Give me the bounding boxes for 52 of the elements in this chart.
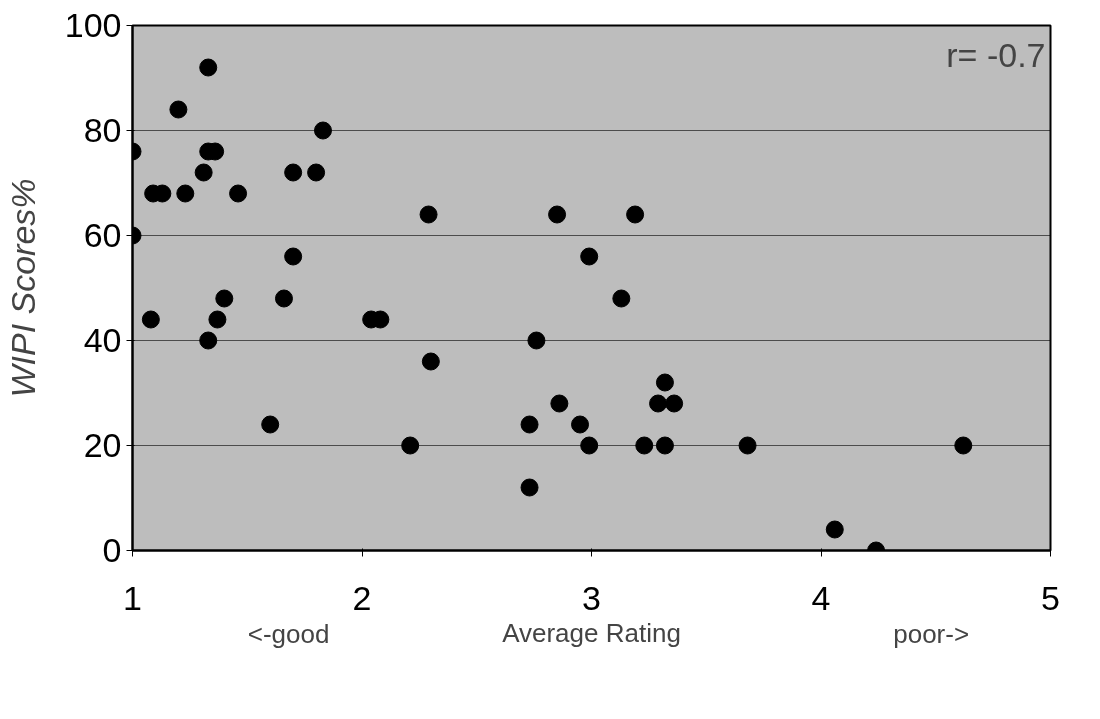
point — [635, 436, 654, 455]
y-tick-label: 80 — [83, 111, 122, 149]
y-tick-label: 40 — [83, 321, 122, 359]
point — [284, 163, 303, 182]
y-tick-label: 0 — [102, 531, 122, 569]
point — [215, 289, 234, 308]
point — [194, 163, 213, 182]
point — [550, 394, 569, 413]
point — [313, 121, 332, 140]
point — [261, 415, 280, 434]
x-tick-label: 4 — [811, 578, 831, 617]
point — [199, 331, 218, 350]
point — [421, 352, 440, 371]
point — [649, 394, 668, 413]
point — [141, 310, 160, 329]
point — [284, 247, 303, 266]
y-tick-label: 100 — [64, 6, 122, 44]
point — [580, 436, 599, 455]
point — [571, 415, 590, 434]
point — [274, 289, 293, 308]
point — [307, 163, 326, 182]
point — [176, 184, 195, 203]
point — [580, 247, 599, 266]
point — [401, 436, 420, 455]
x-axis-title: Average Rating — [502, 617, 681, 648]
point — [655, 373, 674, 392]
annotation: r= -0.7 — [946, 35, 1046, 74]
point — [208, 310, 227, 329]
point — [954, 436, 973, 455]
x-tick-label: 2 — [352, 578, 372, 617]
point — [655, 436, 674, 455]
point — [169, 100, 188, 119]
point — [527, 331, 546, 350]
point — [229, 184, 248, 203]
x-tick-label: 3 — [582, 578, 601, 617]
point — [825, 520, 844, 539]
point — [419, 205, 438, 224]
y-tick-label: 20 — [83, 426, 122, 464]
point — [626, 205, 645, 224]
text: poor-> — [893, 618, 970, 649]
point — [199, 58, 218, 77]
point — [520, 478, 539, 497]
point — [548, 205, 567, 224]
point — [520, 415, 539, 434]
x-tick-label: 1 — [123, 578, 142, 617]
point — [738, 436, 757, 455]
x-tick-label: 5 — [1041, 578, 1060, 617]
y-tick-label: 60 — [83, 216, 122, 254]
y-axis-title: WIPI Scores% — [3, 178, 42, 398]
point — [612, 289, 631, 308]
point — [665, 394, 684, 413]
text: <-good — [247, 618, 330, 649]
